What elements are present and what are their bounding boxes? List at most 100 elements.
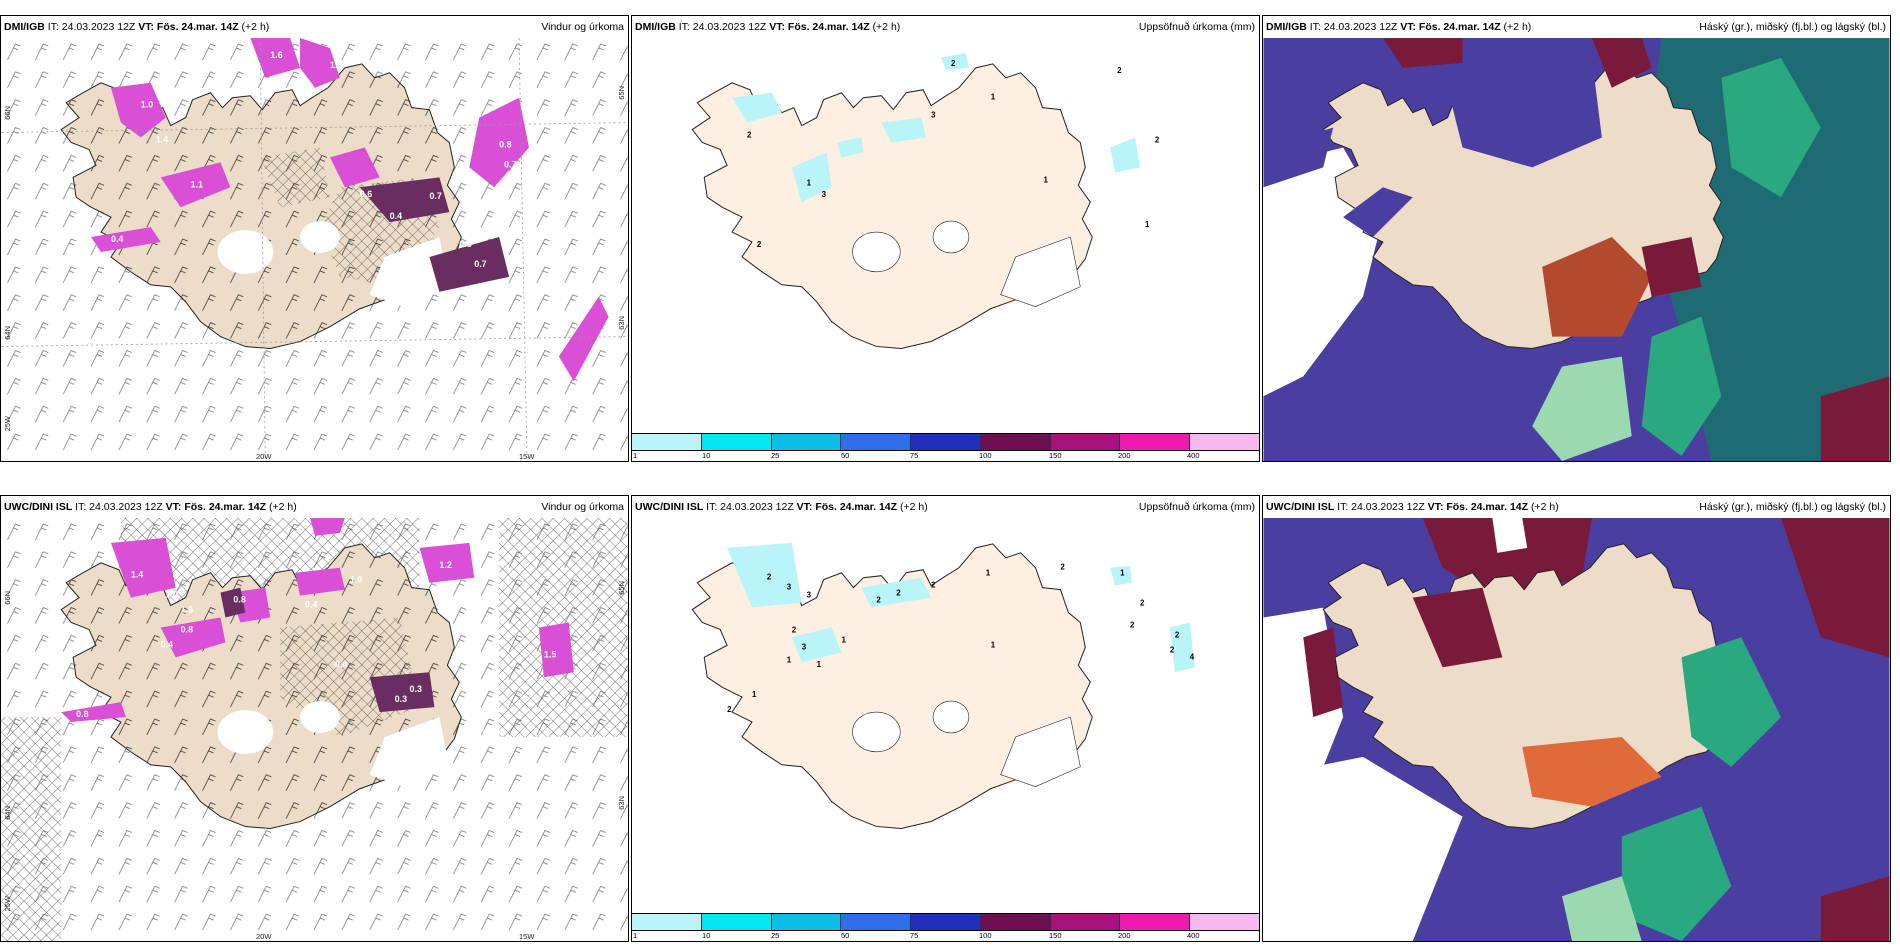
colorbar-swatch xyxy=(771,914,842,930)
map-canvas: 1.6 1.0 1.1 0.6 0.7 0.4 0.8 0.7 0.7 1.4 … xyxy=(1,38,628,461)
precip-value: 2 xyxy=(1170,645,1175,654)
precip-value: 2 xyxy=(1060,563,1065,572)
model-name: UWC/DINI ISL xyxy=(1266,501,1335,513)
precip-value: 0.3 xyxy=(395,694,407,704)
map-canvas: 2 3 3 2 3 1 2 2 2 1 2 1 2 2 1 2 1 1 1 2 … xyxy=(632,518,1259,915)
colorbar-tick: 400 xyxy=(1187,931,1200,940)
precip-value: 1 xyxy=(1120,569,1125,578)
precip-value: 0.3 xyxy=(410,684,422,694)
lead-time: (+2 h) xyxy=(266,501,297,513)
lon-label: 20W xyxy=(256,932,272,941)
valid-time: VT: Fös. 24.mar. 14Z xyxy=(1427,501,1529,513)
lead-time: (+2 h) xyxy=(1500,21,1532,33)
precip-value: 1.1 xyxy=(191,179,203,189)
lon-label: 25W xyxy=(3,896,12,912)
map-panel-clouds-uwc[interactable]: UWC/DINI ISL IT: 24.03.2023 12Z VT: Fös.… xyxy=(1262,495,1891,942)
colorbar-swatch xyxy=(841,434,912,450)
colorbar-swatch xyxy=(1050,914,1121,930)
precip-value: 2 xyxy=(757,240,762,249)
map-panel-wind-precip-dmi[interactable]: DMI/IGB IT: 24.03.2023 12Z VT: Fös. 24.m… xyxy=(0,15,629,462)
panel-title: Uppsöfnuð úrkoma (mm) xyxy=(1138,21,1255,33)
colorbar-tick: 150 xyxy=(1049,931,1062,940)
precip-value: 3 xyxy=(802,642,807,651)
precip-value: 0.5 xyxy=(459,239,471,249)
init-time: IT: 24.03.2023 12Z xyxy=(72,501,166,513)
colorbar-swatch xyxy=(841,914,912,930)
colorbar-tick: 10 xyxy=(702,451,711,460)
lat-label: 65N xyxy=(617,86,626,100)
lead-time: (+2 h) xyxy=(1528,501,1559,513)
colorbar-tick: 75 xyxy=(910,451,919,460)
map-panel-accum-precip-dmi[interactable]: DMI/IGB IT: 24.03.2023 12Z VT: Fös. 24.m… xyxy=(631,15,1260,462)
colorbar-tick: 150 xyxy=(1049,451,1062,460)
map-panel-wind-precip-uwc[interactable]: UWC/DINI ISL IT: 24.03.2023 12Z VT: Fös.… xyxy=(0,495,629,942)
lon-label: 25W xyxy=(3,416,12,432)
colorbar-tick: 200 xyxy=(1118,931,1131,940)
colorbar-tick: 100 xyxy=(979,451,992,460)
precip-value: 3 xyxy=(931,111,936,120)
panel-title: Uppsöfnuð úrkoma (mm) xyxy=(1138,501,1255,513)
precip-value: 0.4 xyxy=(479,724,491,734)
colorbar-swatch xyxy=(1190,914,1259,930)
precip-colorbar xyxy=(632,433,1259,451)
precip-value: 1.6 xyxy=(270,50,282,60)
precip-value: 1 xyxy=(991,93,996,102)
colorbar-tick: 25 xyxy=(771,451,780,460)
colorbar-tick: 400 xyxy=(1187,451,1200,460)
precip-value: 0.8 xyxy=(233,595,245,605)
precip-value: 0.6 xyxy=(360,189,372,199)
panel-header: DMI/IGB IT: 24.03.2023 12Z VT: Fös. 24.m… xyxy=(1263,16,1890,38)
valid-time: VT: Fös. 24.mar. 14Z xyxy=(1400,21,1501,33)
precip-value: 0.8 xyxy=(181,624,193,634)
model-name: DMI/IGB xyxy=(1266,21,1307,33)
map-panel-clouds-dmi[interactable]: DMI/IGB IT: 24.03.2023 12Z VT: Fös. 24.m… xyxy=(1262,15,1891,462)
precip-value: 1.0 xyxy=(141,100,153,110)
panel-title: Háský (gr.), miðský (fj.bl.) og lágský (… xyxy=(1699,501,1886,513)
precip-value: 0.7 xyxy=(474,259,486,269)
colorbar-ticks: 1 10 25 50 75 100 150 200 400 xyxy=(632,931,1259,941)
precip-value: 1.6 xyxy=(181,605,193,615)
precip-value: 2 xyxy=(1117,66,1122,75)
precip-value: 1.4 xyxy=(131,570,143,580)
precip-value: 2 xyxy=(931,581,936,590)
colorbar-swatch xyxy=(980,434,1051,450)
precip-value: 2 xyxy=(1140,599,1145,608)
precip-value: 1 xyxy=(1044,175,1049,184)
colorbar-swatch xyxy=(632,914,702,930)
colorbar-tick: 200 xyxy=(1118,451,1131,460)
precip-value: 1 xyxy=(986,569,991,578)
lat-label: 64N xyxy=(3,806,12,820)
lead-time: (+2 h) xyxy=(238,21,270,33)
colorbar-tick: 50 xyxy=(841,451,850,460)
precip-value: 3 xyxy=(787,583,792,592)
map-panel-accum-precip-uwc[interactable]: UWC/DINI ISL IT: 24.03.2023 12Z VT: Fös.… xyxy=(631,495,1260,942)
panel-header: UWC/DINI ISL IT: 24.03.2023 12Z VT: Fös.… xyxy=(1,496,628,518)
colorbar-swatch xyxy=(980,914,1051,930)
precip-value: 0.8 xyxy=(499,139,511,149)
precip-value: 2 xyxy=(951,59,956,68)
map-canvas: 2 2 1 3 2 3 1 2 1 2 1 1 xyxy=(632,38,1259,435)
colorbar-swatch xyxy=(1120,434,1191,450)
lon-label: 20W xyxy=(256,452,272,461)
precip-value: 0.7 xyxy=(429,191,441,201)
lead-time: (+2 h) xyxy=(897,501,928,513)
model-name: UWC/DINI ISL xyxy=(635,501,704,513)
precip-value: 0.4 xyxy=(305,600,317,610)
lat-label: 64N xyxy=(3,326,12,340)
init-time: IT: 24.03.2023 12Z xyxy=(1334,501,1428,513)
colorbar-swatch xyxy=(911,434,981,450)
init-time: IT: 24.03.2023 12Z xyxy=(703,501,797,513)
colorbar-swatch xyxy=(771,434,842,450)
init-time: IT: 24.03.2023 12Z xyxy=(675,21,770,33)
colorbar-tick: 1 xyxy=(633,451,638,460)
lead-time: (+2 h) xyxy=(869,21,901,33)
colorbar-tick: 10 xyxy=(702,931,711,940)
colorbar-swatch xyxy=(1050,434,1121,450)
precip-value: 1 xyxy=(1145,220,1150,229)
precip-value: 2 xyxy=(896,589,901,598)
valid-time: VT: Fös. 24.mar. 14Z xyxy=(165,501,267,513)
precip-value: 0.4 xyxy=(390,211,402,221)
colorbar-tick: 50 xyxy=(841,931,850,940)
valid-time: VT: Fös. 24.mar. 14Z xyxy=(769,21,870,33)
colorbar-tick: 75 xyxy=(910,931,919,940)
